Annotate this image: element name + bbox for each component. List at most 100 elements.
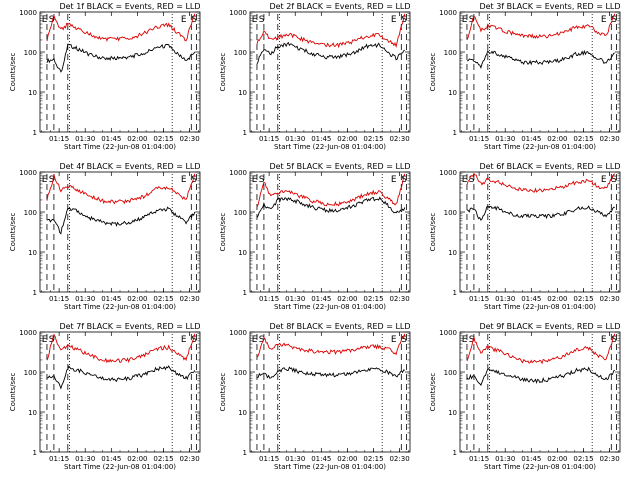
y-axis-label: Counts/sec (9, 213, 17, 252)
x-tick-label: 01:30 (495, 135, 515, 143)
marker-label: E (42, 175, 48, 185)
y-tick-label: 1000 (19, 329, 37, 337)
x-tick-label: 02:15 (573, 295, 593, 303)
marker-label: S (469, 335, 475, 345)
marker-label: E (601, 15, 607, 25)
marker-label: S (401, 175, 407, 185)
marker-label: E (391, 175, 397, 185)
x-tick-label: 01:15 (469, 295, 489, 303)
panel-det-1: Det 1f BLACK = Events, RED = LLD 1 10 100 10… (9, 2, 201, 151)
x-axis-label: Start Time (22-Jun-08 01:04:00) (64, 143, 176, 151)
marker-label: E (462, 175, 468, 185)
x-tick-label: 02:15 (573, 135, 593, 143)
panel-det-8: Det 8f BLACK = Events, RED = LLD 1 10 100 10… (219, 322, 411, 471)
x-tick-label: 02:00 (547, 135, 567, 143)
x-tick-label: 02:00 (547, 295, 567, 303)
y-tick-label: 1 (33, 449, 37, 457)
marker-label: E (601, 175, 607, 185)
x-tick-label: 01:30 (495, 455, 515, 463)
y-tick-label: 1000 (439, 169, 457, 177)
y-tick-label: 1 (243, 289, 247, 297)
x-axis-label: Start Time (22-Jun-08 01:04:00) (274, 143, 386, 151)
marker-label: E (181, 335, 187, 345)
y-tick-label: 1 (453, 129, 457, 137)
marker-label: E (601, 335, 607, 345)
lld-series-line (256, 13, 406, 49)
x-tick-label: 02:15 (153, 295, 173, 303)
x-tick-label: 01:15 (469, 455, 489, 463)
x-tick-label: 02:15 (573, 455, 593, 463)
y-axis-label: Counts/sec (9, 53, 17, 92)
y-tick-label: 10 (448, 249, 457, 257)
x-tick-label: 02:00 (337, 455, 357, 463)
x-tick-label: 02:30 (389, 455, 409, 463)
y-tick-label: 10 (28, 89, 37, 97)
events-series-line (466, 49, 615, 70)
y-tick-label: 10 (28, 409, 37, 417)
y-tick-label: 100 (24, 369, 37, 377)
panel-title: Det 6f BLACK = Events, RED = LLD (479, 162, 620, 171)
events-series-line (256, 41, 405, 65)
panel-det-4: Det 4f BLACK = Events, RED = LLD 1 10 100 10… (9, 162, 201, 311)
marker-label: S (259, 15, 265, 25)
y-tick-label: 100 (24, 49, 37, 57)
y-tick-label: 1000 (19, 9, 37, 17)
x-tick-label: 01:15 (259, 455, 279, 463)
x-tick-label: 02:15 (153, 455, 173, 463)
x-tick-label: 01:45 (311, 135, 331, 143)
y-tick-label: 1000 (229, 9, 247, 17)
x-tick-label: 02:30 (389, 295, 409, 303)
x-tick-label: 02:30 (179, 135, 199, 143)
x-tick-label: 02:00 (127, 455, 147, 463)
marker-label: E (42, 15, 48, 25)
panel-title: Det 4f BLACK = Events, RED = LLD (59, 162, 200, 171)
y-tick-label: 10 (448, 89, 457, 97)
marker-label: S (259, 175, 265, 185)
x-tick-label: 01:15 (49, 455, 69, 463)
y-tick-label: 1 (243, 129, 247, 137)
x-tick-label: 02:00 (337, 295, 357, 303)
panel-title: Det 7f BLACK = Events, RED = LLD (59, 322, 200, 331)
y-tick-label: 10 (238, 409, 247, 417)
y-tick-label: 1 (243, 449, 247, 457)
marker-label: S (191, 175, 197, 185)
marker-label: S (191, 15, 197, 25)
x-tick-label: 01:30 (495, 295, 515, 303)
x-tick-label: 01:45 (101, 455, 121, 463)
x-axis-label: Start Time (22-Jun-08 01:04:00) (274, 303, 386, 311)
panel-title: Det 8f BLACK = Events, RED = LLD (269, 322, 410, 331)
events-series-line (256, 196, 406, 218)
marker-label: S (611, 335, 617, 345)
panel-det-7: Det 7f BLACK = Events, RED = LLD 1 10 100 10… (9, 322, 201, 471)
events-series-line (466, 366, 615, 386)
panel-det-5: Det 5f BLACK = Events, RED = LLD 1 10 100 10… (219, 162, 411, 311)
x-tick-label: 01:15 (49, 295, 69, 303)
marker-label: E (462, 335, 468, 345)
x-tick-label: 01:30 (285, 295, 305, 303)
y-tick-label: 1 (33, 289, 37, 297)
panel-title: Det 9f BLACK = Events, RED = LLD (479, 322, 620, 331)
plot-frame (249, 171, 411, 293)
marker-label: S (49, 15, 55, 25)
x-tick-label: 01:45 (101, 295, 121, 303)
y-tick-label: 100 (444, 49, 457, 57)
x-tick-label: 02:15 (153, 135, 173, 143)
y-tick-label: 10 (448, 409, 457, 417)
y-tick-label: 1000 (439, 9, 457, 17)
x-tick-label: 02:30 (179, 455, 199, 463)
x-tick-label: 02:00 (127, 135, 147, 143)
x-tick-label: 01:30 (285, 455, 305, 463)
x-tick-label: 01:30 (75, 135, 95, 143)
marker-label: S (401, 335, 407, 345)
y-tick-label: 100 (234, 209, 247, 217)
x-tick-label: 02:30 (599, 455, 619, 463)
marker-label: S (191, 335, 197, 345)
x-tick-label: 01:45 (521, 455, 541, 463)
marker-label: E (252, 15, 258, 25)
events-series-line (46, 43, 196, 73)
plot-frame (249, 331, 411, 453)
lld-series-line (46, 333, 196, 364)
y-tick-label: 1 (453, 449, 457, 457)
x-axis-label: Start Time (22-Jun-08 01:04:00) (274, 463, 386, 471)
